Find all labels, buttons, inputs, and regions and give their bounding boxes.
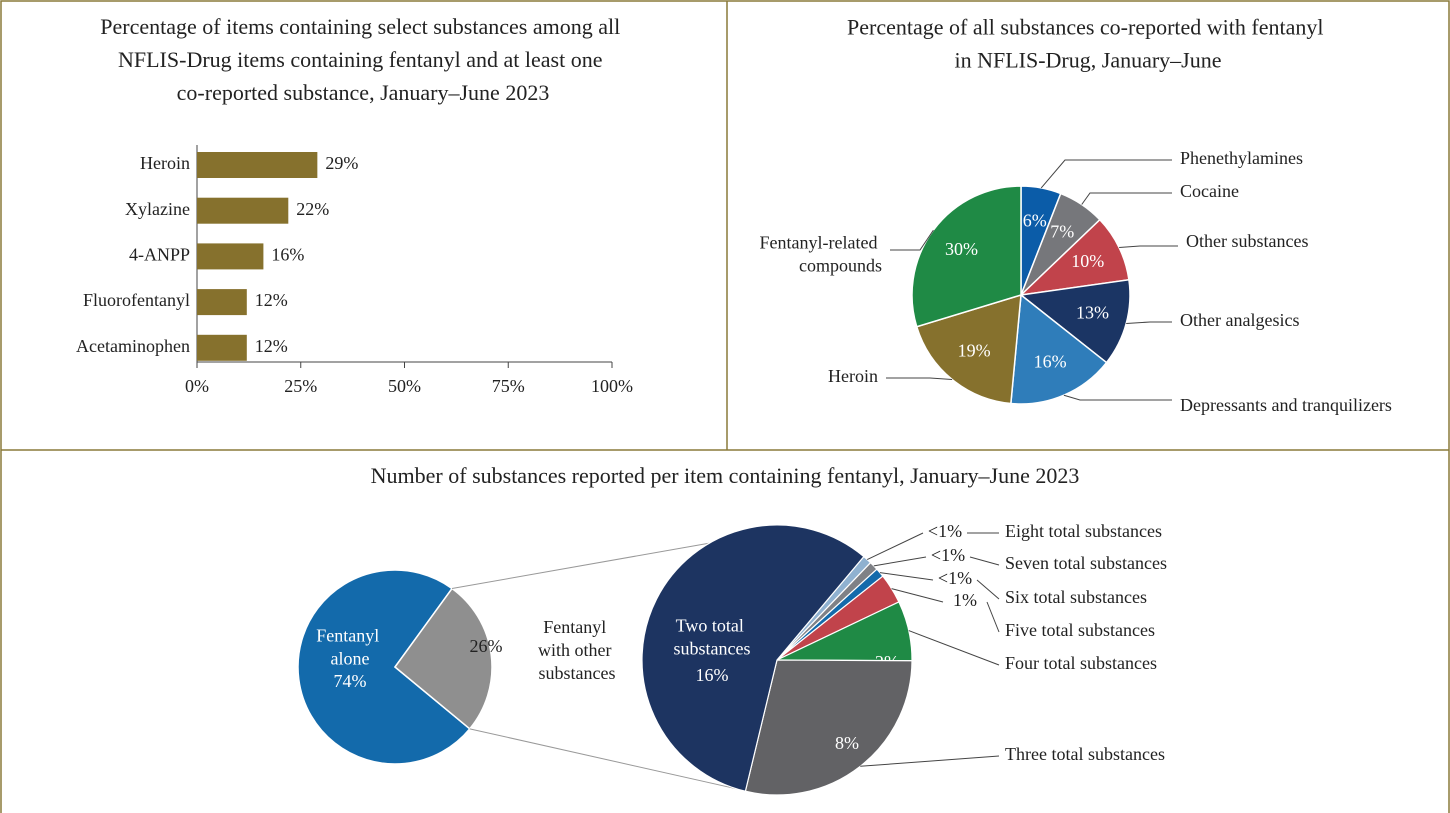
- value-label: 16%: [1034, 351, 1067, 371]
- x-tick-label: 100%: [591, 376, 633, 396]
- value-label: 10%: [1071, 251, 1104, 271]
- bar: [197, 243, 264, 270]
- leader-line: [976, 579, 1000, 600]
- value-label: 26%: [470, 636, 503, 656]
- pie-slice: [297, 569, 471, 765]
- leader-line: [891, 588, 944, 603]
- pie-slice: [393, 587, 493, 730]
- value-label: 13%: [1076, 302, 1109, 322]
- leader-line: [886, 377, 953, 380]
- category-label: Two total substances: [674, 616, 751, 659]
- leader-line: [1081, 192, 1172, 205]
- value-label: <1%: [938, 568, 972, 588]
- category-label: Five total substances: [1005, 620, 1155, 640]
- category-label: Heroin: [140, 153, 190, 173]
- pie-slice: [1010, 293, 1108, 405]
- value-label: 6%: [1023, 210, 1047, 230]
- leader-line: [1126, 321, 1172, 324]
- value-label: 29%: [325, 153, 358, 173]
- pie-slice: [911, 185, 1022, 328]
- chart-title: Percentage of items containing select su…: [100, 14, 625, 105]
- category-label: Fluorofentanyl: [83, 290, 190, 310]
- chart-title: Percentage of all substances co-reported…: [847, 15, 1329, 73]
- value-label: 12%: [255, 336, 288, 356]
- category-label: Cocaine: [1180, 181, 1239, 201]
- bar: [197, 334, 247, 361]
- pie-slice: [641, 524, 865, 792]
- leader-line: [1040, 159, 1172, 189]
- pie-slice: [1019, 278, 1131, 364]
- category-label: Other analgesics: [1180, 310, 1299, 330]
- bar: [197, 197, 289, 224]
- leader-line: [469, 728, 759, 795]
- value-label: 8%: [835, 733, 859, 753]
- category-label: Six total substances: [1005, 587, 1147, 607]
- value-label: 30%: [945, 239, 978, 259]
- category-label: Four total substances: [1005, 653, 1157, 673]
- leader-line: [908, 630, 1000, 666]
- bar: [197, 289, 247, 316]
- x-tick-label: 0%: [185, 376, 209, 396]
- x-tick-label: 25%: [284, 376, 317, 396]
- leader-line: [969, 556, 1000, 566]
- value-label: 1%: [953, 590, 977, 610]
- category-label: Heroin: [828, 366, 878, 386]
- leader-line: [1063, 394, 1172, 401]
- category-label: Three total substances: [1005, 744, 1165, 764]
- leader-line: [986, 601, 1000, 633]
- category-label: Depressants and tranquilizers: [1180, 395, 1392, 415]
- pie-slice: [915, 293, 1022, 405]
- bar: [197, 152, 318, 178]
- leader-line: [860, 755, 1000, 767]
- category-label: Fentanyl with other substances: [538, 617, 616, 683]
- category-label: 4-ANPP: [129, 245, 190, 265]
- value-label: 74%: [334, 671, 367, 691]
- category-label: Xylazine: [125, 199, 190, 219]
- leader-line: [879, 572, 934, 581]
- leader-line: [890, 229, 934, 251]
- value-label: 12%: [255, 290, 288, 310]
- value-label: 19%: [958, 341, 991, 361]
- leader-line: [1119, 245, 1178, 248]
- value-label: 22%: [296, 199, 329, 219]
- x-tick-label: 75%: [492, 376, 525, 396]
- leader-line: [867, 532, 924, 561]
- value-label: 16%: [696, 665, 729, 685]
- chart-title: Number of substances reported per item c…: [371, 463, 1080, 488]
- category-label: Fentanyl alone: [316, 626, 384, 669]
- category-label: Seven total substances: [1005, 553, 1167, 573]
- category-label: Eight total substances: [1005, 521, 1162, 541]
- category-label: Other substances: [1186, 231, 1308, 251]
- category-label: Fentanyl-related compounds: [760, 233, 882, 276]
- value-label: <1%: [931, 545, 965, 565]
- leader-line: [451, 542, 710, 590]
- value-label: 16%: [271, 245, 304, 265]
- value-label: <1%: [928, 521, 962, 541]
- category-label: Phenethylamines: [1180, 148, 1303, 168]
- value-label: 7%: [1050, 222, 1074, 242]
- leader-line: [873, 556, 927, 567]
- category-label: Acetaminophen: [76, 336, 190, 356]
- x-tick-label: 50%: [388, 376, 421, 396]
